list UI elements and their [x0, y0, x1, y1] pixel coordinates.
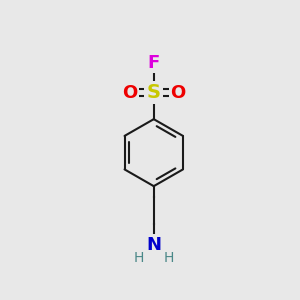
- Text: F: F: [148, 54, 160, 72]
- Text: H: H: [134, 251, 144, 265]
- Text: O: O: [122, 84, 137, 102]
- Text: S: S: [147, 83, 161, 102]
- Text: H: H: [164, 251, 174, 265]
- Text: O: O: [170, 84, 186, 102]
- Text: N: N: [146, 236, 161, 254]
